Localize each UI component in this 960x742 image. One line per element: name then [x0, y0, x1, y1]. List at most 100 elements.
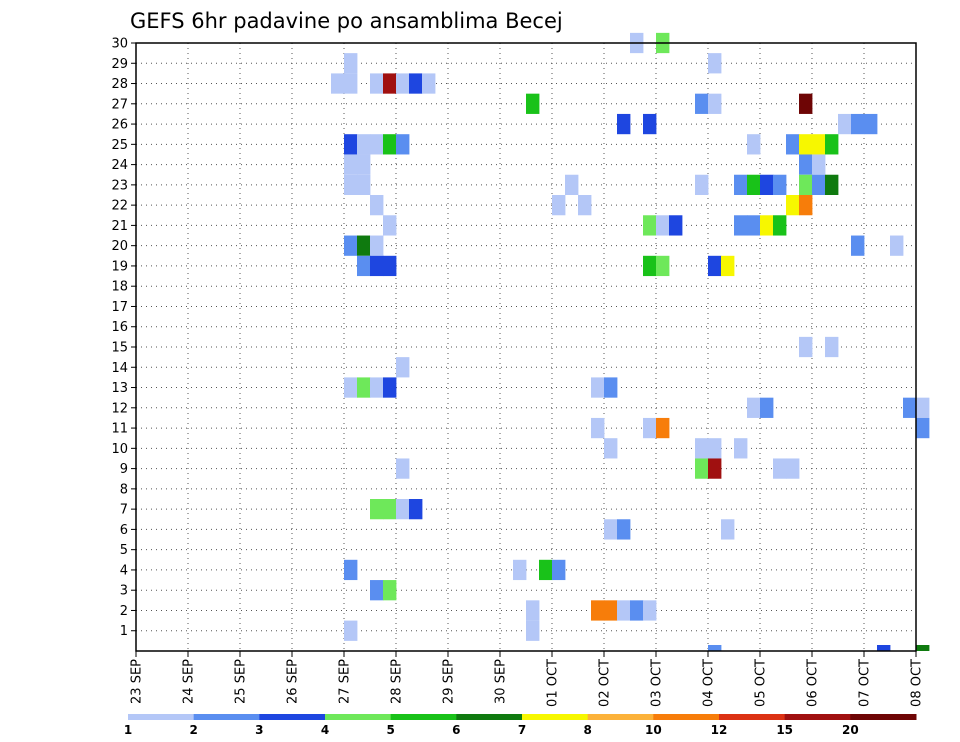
precip-cell	[617, 113, 631, 135]
y-tick-label: 20	[111, 239, 128, 254]
precip-cell	[357, 377, 371, 398]
precip-cell	[838, 113, 852, 135]
precip-cell	[331, 73, 345, 94]
y-tick-label: 7	[120, 503, 128, 518]
colorbar-swatch	[456, 714, 523, 720]
precip-cell	[591, 417, 605, 439]
precip-cell	[357, 154, 371, 175]
y-tick-label: 4	[120, 563, 128, 578]
x-tick-label: 04 OCT	[702, 659, 717, 707]
precip-cell	[734, 438, 748, 459]
precip-cell	[747, 215, 761, 236]
precip-cell	[851, 235, 865, 256]
precip-cell	[539, 559, 553, 581]
y-tick-label: 17	[111, 300, 128, 315]
precip-cell	[799, 93, 813, 114]
precip-cell	[370, 235, 384, 256]
precip-cell	[695, 458, 709, 479]
x-tick-label: 08 OCT	[910, 659, 925, 707]
colorbar-swatch	[653, 714, 720, 720]
precip-cell	[370, 255, 384, 277]
colorbar-label: 12	[711, 723, 728, 737]
precip-cell	[565, 174, 579, 195]
precip-cell	[708, 255, 722, 277]
precip-cell	[825, 134, 839, 155]
precip-cell	[825, 174, 839, 195]
colorbar-swatch	[522, 714, 589, 720]
precip-cell	[708, 438, 722, 459]
precip-cell	[760, 174, 774, 195]
precip-cell	[695, 438, 709, 459]
y-tick-label: 2	[120, 604, 128, 619]
precip-cell	[344, 154, 358, 175]
precip-cell	[344, 559, 358, 581]
x-tick-label: 29 SEP	[442, 659, 457, 704]
precip-cell	[617, 519, 631, 540]
precip-cell	[617, 600, 631, 621]
precip-cell	[734, 174, 748, 195]
precip-cell	[604, 377, 618, 398]
precip-cell	[396, 458, 410, 479]
precip-cell	[383, 580, 397, 601]
precip-cell	[799, 174, 813, 195]
colorbar-label: 10	[645, 723, 662, 737]
x-tick-label: 01 OCT	[546, 659, 561, 707]
precip-cell	[799, 195, 813, 216]
precip-cell	[877, 645, 891, 651]
precip-cell	[526, 600, 540, 621]
y-tick-label: 19	[111, 259, 128, 274]
precip-cell	[578, 195, 592, 216]
precip-cell	[383, 255, 397, 277]
colorbar-swatch	[850, 714, 917, 720]
precip-cell	[396, 73, 410, 94]
precip-cell	[344, 235, 358, 256]
colorbar-label: 15	[776, 723, 793, 737]
y-tick-label: 1	[120, 624, 128, 639]
precip-cell	[643, 600, 657, 621]
colorbar-swatch	[128, 714, 195, 720]
y-tick-label: 24	[111, 158, 128, 173]
precip-cell	[409, 73, 423, 94]
precip-cell	[357, 255, 371, 277]
precip-cell	[591, 377, 605, 398]
x-tick-label: 03 OCT	[650, 659, 665, 707]
precip-cell	[604, 600, 618, 621]
precip-cell	[812, 174, 826, 195]
precip-cell	[786, 134, 800, 155]
precip-cell	[344, 134, 358, 155]
precip-cell	[851, 113, 865, 135]
precip-cell	[422, 73, 436, 94]
precip-cell	[370, 195, 384, 216]
precip-cell	[747, 397, 761, 418]
precip-cell	[799, 336, 813, 358]
precip-cell	[643, 417, 657, 439]
precip-cell	[799, 154, 813, 175]
precip-cell	[812, 134, 826, 155]
y-tick-label: 30	[111, 37, 128, 52]
precip-cell	[604, 519, 618, 540]
y-axis: 1234567891011121314151617181920212223242…	[111, 37, 136, 639]
y-tick-label: 9	[120, 462, 128, 477]
precip-cell	[370, 73, 384, 94]
precip-cell	[630, 600, 644, 621]
colorbar-swatch	[784, 714, 851, 720]
precip-cell	[383, 377, 397, 398]
precip-cell	[370, 134, 384, 155]
precip-cell	[695, 93, 709, 114]
precip-cell	[604, 438, 618, 459]
precip-cell	[695, 174, 709, 195]
precip-cell	[357, 174, 371, 195]
precip-cell	[825, 336, 839, 358]
precip-cell	[643, 255, 657, 277]
precipitation-cells	[331, 32, 930, 651]
y-tick-label: 27	[111, 97, 128, 112]
precip-cell	[760, 215, 774, 236]
precip-cell	[344, 377, 358, 398]
x-axis: 23 SEP 24 SEP 25 SEP 26 SEP 27 SEP 28 SEP 29 S…	[130, 651, 925, 707]
precip-cell	[916, 397, 930, 418]
x-tick-label: 24 SEP	[182, 659, 197, 704]
precip-cell	[773, 458, 787, 479]
precip-cell	[916, 417, 930, 439]
chart-title: GEFS 6hr padavine po ansamblima Becej	[130, 9, 563, 33]
